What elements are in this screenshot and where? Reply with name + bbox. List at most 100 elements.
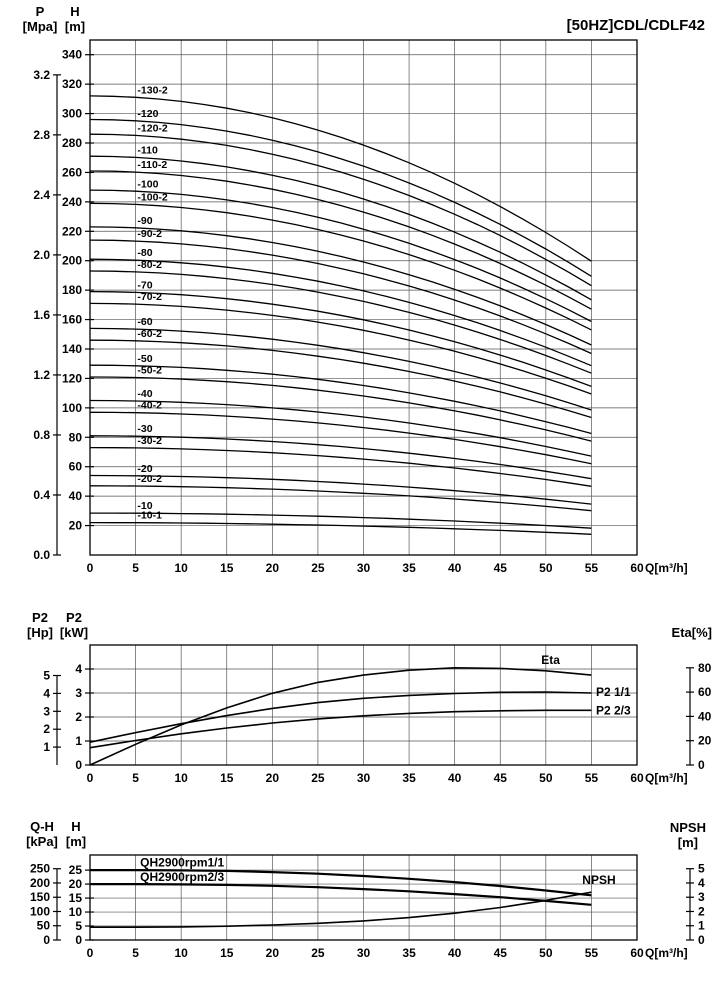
y-tick-label: 10 bbox=[69, 905, 83, 919]
y-tick-label: 3 bbox=[75, 686, 82, 700]
series-20-2 bbox=[89, 485, 592, 512]
chart-0: 0 5 10 15 20 25 30 35 40 45 50 55 60 Q[m³/h]204060801… bbox=[33, 39, 688, 575]
curve-label-80-2: -80-2 bbox=[137, 259, 162, 271]
y2-tick-label: 250 bbox=[30, 862, 50, 876]
y-tick-label: 60 bbox=[69, 460, 83, 474]
y2-tick-label: 0.4 bbox=[33, 488, 50, 502]
series-90 bbox=[89, 226, 592, 346]
annotation-qh2900rpm1-1: QH2900rpm1/1 bbox=[140, 855, 224, 869]
x-tick-label: 50 bbox=[539, 561, 553, 575]
pressure-axis-unit: [Mpa] bbox=[23, 19, 58, 34]
power-hp-axis-title: P2 bbox=[32, 610, 48, 625]
series-qh2900rpm2-3 bbox=[90, 882, 592, 906]
curve-label-20: -20 bbox=[137, 463, 152, 475]
plot-frame bbox=[89, 39, 638, 556]
series-80-2 bbox=[89, 270, 592, 374]
curve-label-50-2: -50-2 bbox=[137, 365, 162, 377]
x-tick-label: 60 bbox=[630, 561, 644, 575]
series-110 bbox=[89, 155, 592, 301]
curve-label-60-2: -60-2 bbox=[137, 328, 162, 340]
x-tick-label: 50 bbox=[539, 771, 553, 785]
right-tick-label: 3 bbox=[698, 890, 705, 904]
chart-title: [50HZ]CDL/CDLF42 bbox=[567, 17, 705, 34]
series-100-2 bbox=[89, 202, 592, 331]
y-tick-label: 300 bbox=[62, 107, 82, 121]
y-tick-label: 180 bbox=[62, 283, 82, 297]
charts-layer: 0 5 10 15 20 25 30 35 40 45 50 55 60 Q[m³/h]204060801… bbox=[30, 39, 712, 960]
curve-label-10-1: -10-1 bbox=[137, 510, 162, 522]
series-110-2 bbox=[89, 170, 592, 310]
x-tick-label: 5 bbox=[132, 771, 139, 785]
right-tick-label: 80 bbox=[698, 661, 712, 675]
npsh-axis-title: NPSH bbox=[670, 820, 706, 835]
series-130-2 bbox=[89, 95, 592, 262]
curve-label-80: -80 bbox=[137, 247, 152, 259]
x-axis-unit-label: Q[m³/h] bbox=[645, 771, 688, 785]
y-tick-label: 2 bbox=[75, 710, 82, 724]
y2-tick-label: 4 bbox=[43, 686, 50, 700]
series-60 bbox=[89, 327, 592, 411]
curve-label-50: -50 bbox=[137, 353, 152, 365]
x-tick-label: 25 bbox=[311, 946, 325, 960]
x-tick-label: 35 bbox=[402, 946, 416, 960]
efficiency-axis-title: Eta[%] bbox=[672, 625, 712, 640]
series-120-2 bbox=[89, 133, 592, 287]
x-tick-label: 20 bbox=[266, 771, 280, 785]
x-tick-label: 10 bbox=[174, 771, 188, 785]
pressure-axis-title: P bbox=[36, 4, 45, 19]
stage-head-axis-title: H bbox=[71, 819, 80, 834]
y2-tick-label: 3.2 bbox=[33, 68, 50, 82]
right-tick-label: 2 bbox=[698, 904, 705, 918]
y-tick-label: 0 bbox=[75, 758, 82, 772]
series-npsh bbox=[90, 891, 592, 929]
x-tick-label: 60 bbox=[630, 771, 644, 785]
x-tick-label: 20 bbox=[266, 561, 280, 575]
y-tick-label: 20 bbox=[69, 519, 83, 533]
series-70 bbox=[89, 290, 592, 388]
y-tick-label: 280 bbox=[62, 136, 82, 150]
qh-kpa-axis-unit: [kPa] bbox=[26, 834, 58, 849]
right-tick-label: 5 bbox=[698, 862, 705, 876]
curve-label-40: -40 bbox=[137, 388, 152, 400]
y2-tick-label: 2.8 bbox=[33, 128, 50, 142]
x-tick-label: 25 bbox=[311, 561, 325, 575]
x-tick-label: 45 bbox=[494, 946, 508, 960]
annotation-qh2900rpm2-3: QH2900rpm2/3 bbox=[140, 870, 224, 884]
x-tick-label: 35 bbox=[402, 561, 416, 575]
curve-label-130-2: -130-2 bbox=[137, 84, 168, 96]
x-tick-label: 55 bbox=[585, 771, 599, 785]
y2-tick-label: 0.0 bbox=[33, 548, 50, 562]
x-tick-label: 0 bbox=[87, 561, 94, 575]
y-tick-label: 40 bbox=[69, 489, 83, 503]
right-tick-label: 0 bbox=[698, 933, 705, 947]
y-tick-label: 5 bbox=[75, 919, 82, 933]
x-tick-label: 20 bbox=[266, 946, 280, 960]
x-tick-label: 40 bbox=[448, 561, 462, 575]
curve-label-20-2: -20-2 bbox=[137, 473, 162, 485]
y-tick-label: 25 bbox=[69, 863, 83, 877]
x-tick-label: 30 bbox=[357, 561, 371, 575]
y-tick-label: 4 bbox=[75, 662, 82, 676]
plot-frame bbox=[89, 644, 638, 766]
curve-label-30: -30 bbox=[137, 423, 152, 435]
curve-label-60: -60 bbox=[137, 316, 152, 328]
x-tick-label: 10 bbox=[174, 561, 188, 575]
x-tick-label: 30 bbox=[357, 771, 371, 785]
series-p2-1-1 bbox=[89, 691, 592, 743]
y2-tick-label: 1 bbox=[43, 740, 50, 754]
y-tick-label: 320 bbox=[62, 77, 82, 91]
series-60-2 bbox=[89, 339, 592, 419]
x-tick-label: 30 bbox=[357, 946, 371, 960]
curve-label-70-2: -70-2 bbox=[137, 291, 162, 303]
right-tick-label: 4 bbox=[698, 876, 705, 890]
y-tick-label: 80 bbox=[69, 430, 83, 444]
y-tick-label: 140 bbox=[62, 342, 82, 356]
curve-label-70: -70 bbox=[137, 279, 152, 291]
right-tick-label: 60 bbox=[698, 685, 712, 699]
series-50 bbox=[89, 364, 592, 435]
series-40-2 bbox=[89, 411, 592, 465]
series-50-2 bbox=[89, 376, 592, 442]
y-tick-label: 120 bbox=[62, 371, 82, 385]
y2-tick-label: 100 bbox=[30, 904, 50, 918]
